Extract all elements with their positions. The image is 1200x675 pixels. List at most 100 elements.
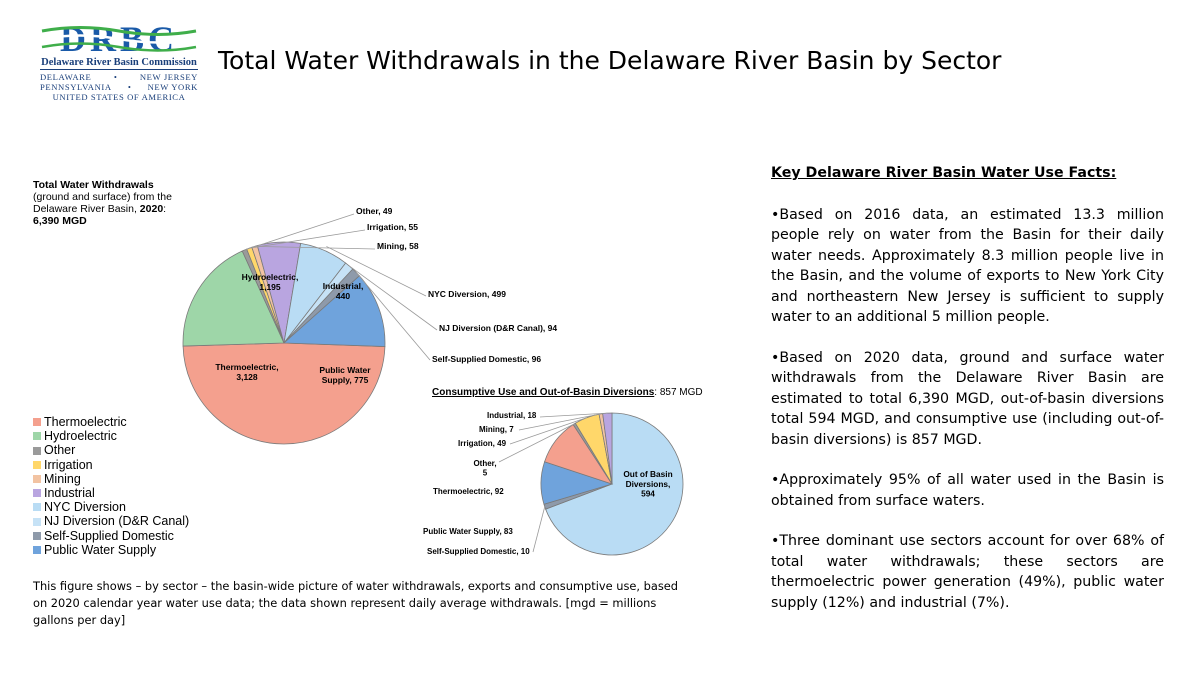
pie-label: Mining, 58 (377, 241, 419, 251)
pie-label: Self-Supplied Domestic, 10 (427, 547, 530, 556)
legend-item: Thermoelectric (33, 415, 189, 429)
chart-heading-year: 2020 (139, 203, 164, 215)
leader-line (509, 417, 587, 445)
pie-label: 1,195 (259, 282, 281, 292)
pie-label: Industrial, (323, 281, 364, 291)
pie-label: Hydroelectric, (242, 272, 299, 282)
logo-org-name: Delaware River Basin Commission (40, 57, 198, 70)
logo-state-2: NEW JERSEY (139, 72, 198, 82)
legend-label: Industrial (44, 486, 95, 501)
key-facts-panel: Key Delaware River Basin Water Use Facts… (771, 163, 1164, 633)
logo-bullet-1: • (113, 72, 118, 82)
legend-swatch (33, 460, 41, 469)
legend-item: NYC Diversion (33, 500, 189, 514)
legend-item: Other (33, 443, 189, 457)
pie-label: Mining, 7 (479, 425, 514, 434)
legend-label: Public Water Supply (44, 542, 157, 557)
pie-label: Supply, 775 (322, 375, 369, 385)
legend-swatch (33, 517, 41, 526)
leader-line (249, 229, 366, 249)
fact-item: •Based on 2016 data, an estimated 13.3 m… (771, 206, 1164, 326)
pie-label: Thermoelectric, 92 (433, 487, 504, 496)
leader-line (518, 413, 601, 431)
drbc-logo-mark: DRBC (40, 22, 198, 56)
fact-item: •Three dominant use sectors account for … (771, 533, 1164, 611)
legend-swatch (33, 432, 41, 441)
legend-item: Mining (33, 472, 189, 486)
legend-label: NJ Diversion (D&R Canal) (44, 514, 190, 529)
chart-heading-colon: : (163, 203, 167, 215)
chart-heading-total: 6,390 MGD (33, 215, 87, 227)
leader-line (349, 265, 438, 331)
fact-item: •Based on 2020 data, ground and surface … (771, 349, 1164, 448)
legend-label: Other (44, 443, 76, 458)
pie-label: Irrigation, 49 (458, 439, 507, 448)
legend-label: Hydroelectric (44, 429, 117, 444)
consumptive-heading-title: Consumptive Use and Out-of-Basin Diversi… (432, 387, 655, 398)
pie-label: Other, 49 (356, 206, 393, 216)
pie-label: NJ Diversion (D&R Canal), 94 (439, 323, 557, 333)
pie-label: 440 (336, 291, 350, 301)
legend-swatch (33, 418, 41, 427)
withdrawals-chart-heading: Total Water Withdrawals (ground and surf… (33, 179, 213, 227)
figure-caption: This figure shows – by sector – the basi… (33, 579, 679, 627)
chart-heading-line2: (ground and surface) from the Delaware R… (33, 191, 213, 215)
legend-swatch (33, 503, 41, 512)
legend-label: Mining (44, 471, 81, 486)
legend-item: Hydroelectric (33, 429, 189, 443)
pie-label: Out of Basin (623, 469, 672, 479)
chart-legend: Thermoelectric Hydroelectric Other Irrigati… (33, 415, 189, 557)
consumptive-chart-heading: Consumptive Use and Out-of-Basin Diversi… (432, 387, 703, 398)
legend-swatch (33, 545, 41, 554)
drbc-logo: DRBC Delaware River Basin Commission DEL… (40, 22, 198, 104)
pie-label: 3,128 (236, 372, 258, 382)
fact-item: •Approximately 95% of all water used in … (771, 472, 1164, 509)
legend-swatch (33, 446, 41, 455)
legend-item: Self-Supplied Domestic (33, 529, 189, 543)
logo-state-1: DELAWARE (40, 72, 92, 82)
legend-swatch (33, 531, 41, 540)
legend-item: Industrial (33, 486, 189, 500)
pie-label: NYC Diversion, 499 (428, 289, 506, 299)
legend-label: Self-Supplied Domestic (44, 528, 174, 543)
leader-line (498, 423, 575, 463)
chart-heading-line1: Total Water Withdrawals (33, 179, 154, 191)
pie-slice-out-of-basin-diversions (545, 412, 684, 556)
leader-line (244, 213, 355, 251)
page-title: Total Water Withdrawals in the Delaware … (218, 46, 1002, 75)
legend-label: Irrigation (44, 457, 93, 472)
legend-item: Irrigation (33, 458, 189, 472)
logo-state-5: UNITED STATES OF AMERICA (52, 92, 186, 102)
legend-swatch (33, 489, 41, 498)
leader-line (254, 245, 376, 250)
pie-slice-hydroelectric (182, 250, 285, 347)
pie-label: Self-Supplied Domestic, 96 (432, 354, 541, 364)
leader-line (326, 246, 427, 297)
pie-label: Thermoelectric, (215, 362, 278, 372)
legend-item: Public Water Supply (33, 543, 189, 557)
pie-label: 5 (483, 469, 488, 478)
logo-state-4: NEW YORK (147, 82, 198, 92)
chart-heading-text: (ground and surface) from the Delaware R… (33, 191, 172, 215)
pie-label: 594 (641, 489, 655, 499)
pie-label: Diversions, (626, 479, 671, 489)
pie-slice-thermoelectric (182, 342, 386, 445)
leader-line (355, 272, 431, 361)
pie-label: Public Water (319, 365, 371, 375)
legend-swatch (33, 474, 41, 483)
leader-line (532, 506, 546, 553)
legend-label: Thermoelectric (44, 415, 127, 429)
pie-label: Other, (473, 459, 496, 468)
pie-charts: Thermoelectric,3,128 Hydroelectric,1,195 I… (182, 206, 684, 556)
key-facts-heading: Key Delaware River Basin Water Use Facts… (771, 165, 1117, 181)
leader-line (539, 412, 608, 418)
logo-states: DELAWARE • NEW JERSEY PENNSYLVANIA • NEW YOR… (40, 72, 198, 102)
pie-label: Industrial, 18 (487, 411, 537, 420)
legend-item: NJ Diversion (D&R Canal) (33, 514, 189, 528)
logo-state-3: PENNSYLVANIA (40, 82, 112, 92)
consumptive-heading-suffix: : 857 MGD (654, 387, 703, 398)
pie-label: Public Water Supply, 83 (423, 527, 513, 536)
logo-bullet-2: • (127, 82, 132, 92)
pie-label: Irrigation, 55 (367, 222, 418, 232)
legend-label: NYC Diversion (44, 500, 126, 515)
